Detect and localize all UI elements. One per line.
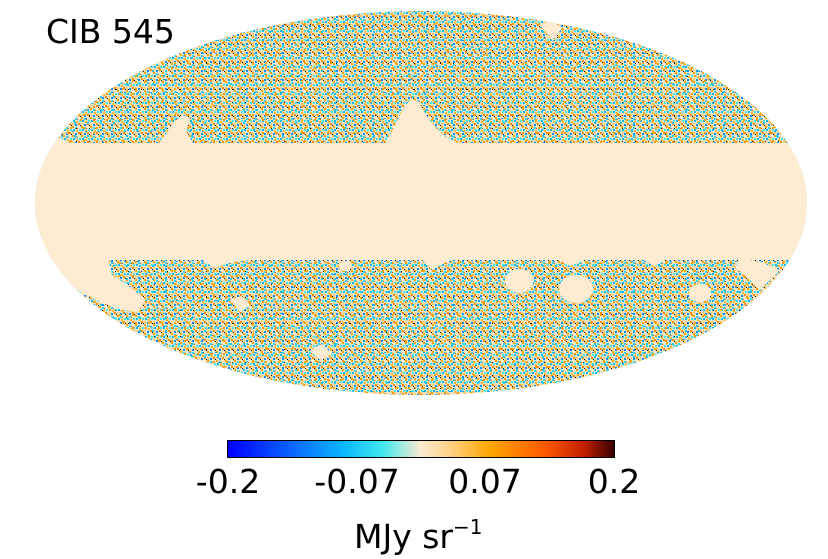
colorbar [227,440,615,458]
unit-exponent: −1 [452,515,483,539]
colorbar-tick-label: -0.2 [195,462,261,501]
colorbar-tick-label: 0.2 [587,462,641,501]
unit-main: MJy sr [354,517,453,556]
map-title: CIB 545 [46,12,175,51]
sky-map [35,11,807,395]
colorbar-unit-label: MJy sr−1 [354,505,482,559]
colorbar-tick-label: 0.07 [448,462,522,501]
colorbar-tick-label: -0.07 [314,462,400,501]
